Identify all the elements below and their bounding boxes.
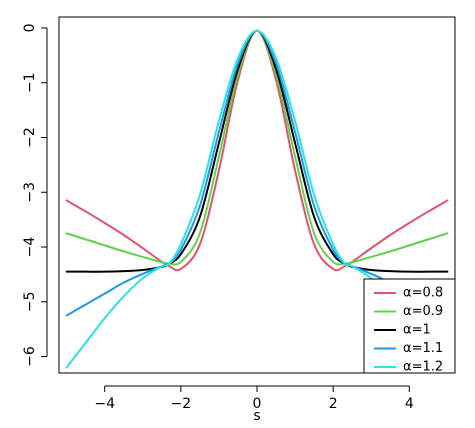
y-tick-label: −1 xyxy=(22,72,38,93)
x-tick-label: 4 xyxy=(405,396,414,412)
legend-label: α=0.8 xyxy=(403,286,443,301)
legend-label: α=1.1 xyxy=(403,341,443,356)
series-line-4 xyxy=(65,29,449,317)
x-tick-label: 0 xyxy=(253,396,262,412)
legend-label: α=1 xyxy=(403,323,431,338)
y-tick-label: −4 xyxy=(22,237,38,258)
legend-label: α=0.9 xyxy=(403,304,443,319)
legend-box xyxy=(363,278,456,374)
axes-layer: −4 −2 0 2 4 0 −1 −2 −3 −4 −5 −6 xyxy=(22,23,414,412)
y-tick-label: −3 xyxy=(22,182,38,203)
x-tick-label: −2 xyxy=(171,396,192,412)
legend: α=0.8 α=0.9 α=1 α=1.1 α=1.2 xyxy=(363,278,456,375)
y-tick-label: −2 xyxy=(22,127,38,148)
legend-label: α=1.2 xyxy=(403,360,443,375)
y-tick-label: 0 xyxy=(22,23,38,32)
y-tick-label: −5 xyxy=(22,291,38,312)
series-line-1 xyxy=(65,29,449,272)
x-axis-label: s xyxy=(253,408,260,424)
plot-frame xyxy=(58,16,456,374)
x-tick-label: −4 xyxy=(94,396,115,412)
series-line-2 xyxy=(65,29,449,266)
x-tick-label: 2 xyxy=(329,396,338,412)
y-tick-label: −6 xyxy=(22,346,38,367)
